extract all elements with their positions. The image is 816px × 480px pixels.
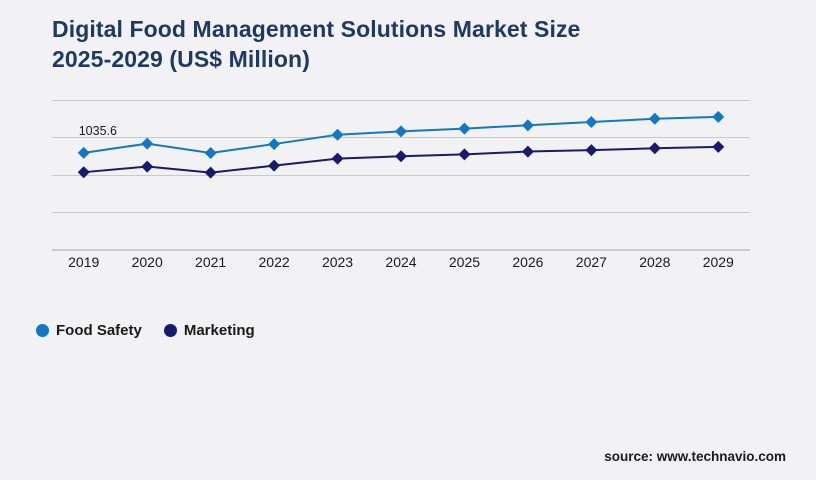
- data-point[interactable]: [331, 128, 344, 141]
- gridline: [52, 100, 750, 101]
- gridline: [52, 137, 750, 138]
- x-axis-tick-2024: 2024: [385, 254, 417, 270]
- legend-label: Marketing: [183, 322, 255, 339]
- x-axis-tick-2023: 2023: [321, 254, 354, 270]
- legend-marker-icon: [163, 324, 177, 337]
- data-point[interactable]: [458, 122, 471, 135]
- x-axis-line: [52, 250, 750, 251]
- legend-item-marketing[interactable]: Marketing: [163, 322, 255, 339]
- data-point[interactable]: [585, 144, 598, 157]
- data-point[interactable]: [712, 110, 725, 123]
- page-title: Digital Food Management Solutions Market…: [52, 16, 581, 72]
- x-axis-tick-2027: 2027: [575, 254, 607, 270]
- gridline: [52, 249, 750, 250]
- source-note: source: www.technavio.com: [604, 449, 786, 464]
- data-point[interactable]: [648, 112, 661, 125]
- data-point[interactable]: [204, 146, 217, 159]
- data-point[interactable]: [77, 166, 90, 179]
- legend-item-food-safety[interactable]: Food Safety: [36, 322, 142, 339]
- data-point[interactable]: [141, 160, 154, 173]
- x-axis-tick-2025: 2025: [448, 254, 481, 270]
- gridline: [52, 212, 750, 213]
- data-point[interactable]: [331, 152, 344, 165]
- data-point[interactable]: [648, 142, 661, 155]
- legend-label: Food Safety: [56, 322, 142, 339]
- data-point[interactable]: [712, 140, 725, 153]
- x-axis-tick-2020: 2020: [131, 254, 163, 270]
- plot-area: 1035.6: [52, 100, 750, 250]
- x-axis-tick-2026: 2026: [512, 254, 544, 270]
- data-point[interactable]: [585, 116, 598, 129]
- data-point[interactable]: [268, 159, 281, 172]
- data-point[interactable]: [204, 166, 217, 179]
- x-axis-tick-2019: 2019: [68, 254, 100, 270]
- data-point[interactable]: [521, 119, 534, 132]
- data-point[interactable]: [141, 137, 154, 150]
- x-axis-tick-2021: 2021: [195, 254, 227, 270]
- data-point[interactable]: [458, 148, 471, 161]
- x-axis-tick-2022: 2022: [258, 254, 290, 270]
- series-layer: [77, 110, 725, 179]
- x-axis-tick-2028: 2028: [639, 254, 671, 270]
- data-label: 1035.6: [78, 123, 117, 138]
- data-point[interactable]: [395, 125, 407, 138]
- chart-legend: Food Safety Marketing: [36, 322, 255, 339]
- x-axis-ticks: 2019 2020 2021 2022 2023 2024 2025 2026 2027 2028…: [52, 254, 750, 278]
- data-point[interactable]: [268, 138, 281, 151]
- data-point[interactable]: [77, 146, 90, 159]
- data-point[interactable]: [395, 150, 407, 163]
- gridline: [52, 175, 750, 176]
- legend-marker-icon: [36, 324, 49, 337]
- x-axis-tick-2029: 2029: [702, 254, 734, 270]
- data-point[interactable]: [521, 145, 534, 158]
